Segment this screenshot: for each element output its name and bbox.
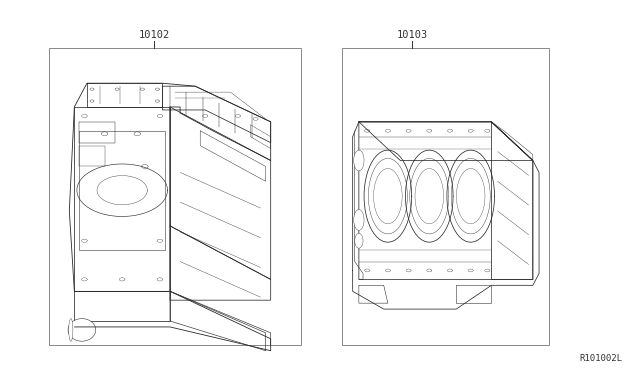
Bar: [49, 48, 301, 345]
Text: R101002L: R101002L: [580, 354, 623, 363]
Bar: [342, 48, 549, 345]
Ellipse shape: [354, 209, 364, 230]
Ellipse shape: [68, 318, 96, 341]
Ellipse shape: [355, 233, 363, 248]
Ellipse shape: [354, 150, 364, 171]
Ellipse shape: [68, 318, 73, 341]
Text: 10103: 10103: [397, 30, 428, 40]
Text: 10102: 10102: [139, 30, 170, 40]
